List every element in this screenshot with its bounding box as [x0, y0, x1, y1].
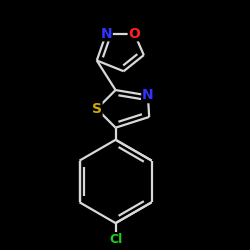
Text: S: S	[92, 102, 102, 116]
Text: O: O	[128, 26, 140, 40]
Text: Cl: Cl	[109, 233, 122, 246]
Text: N: N	[100, 26, 112, 40]
Text: N: N	[142, 88, 154, 102]
